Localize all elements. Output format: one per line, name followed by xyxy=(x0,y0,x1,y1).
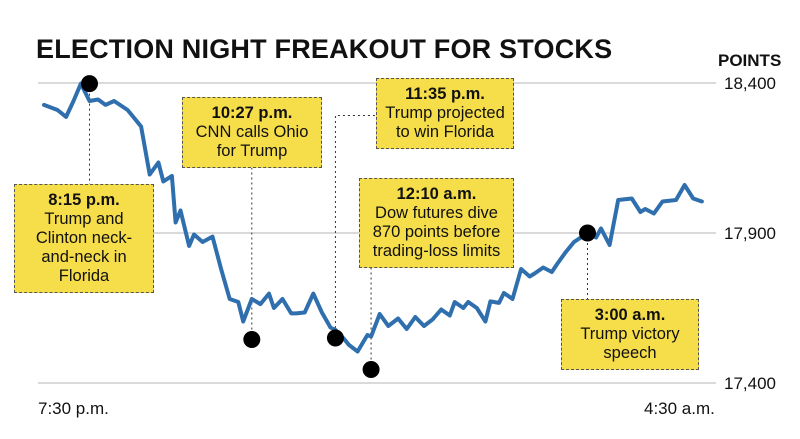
annotation-10-27pm: 10:27 p.m. CNN calls Ohio for Trump xyxy=(182,97,322,168)
annotation-marker-1 xyxy=(243,331,261,348)
chart-title: ELECTION NIGHT FREAKOUT FOR STOCKS xyxy=(36,34,613,64)
x-axis-start-label: 7:30 p.m. xyxy=(38,399,109,418)
y-axis-unit-label: POINTS xyxy=(718,51,781,70)
annotation-3-00am: 3:00 a.m. Trump victory speech xyxy=(561,299,699,370)
annotation-11-35pm: 11:35 p.m. Trump projected to win Florid… xyxy=(376,78,514,149)
annotation-text: Trump projected to win Florida xyxy=(385,104,505,141)
annotation-time: 8:15 p.m. xyxy=(48,191,120,209)
x-axis-end-label: 4:30 a.m. xyxy=(644,399,715,418)
y-tick-label-0: 18,400 xyxy=(724,74,776,93)
annotation-time: 3:00 a.m. xyxy=(594,306,666,324)
y-axis-labels: 18,400 17,900 17,400 xyxy=(724,74,776,393)
annotation-8-15pm: 8:15 p.m. Trump and Clinton neck-and-nec… xyxy=(14,184,154,293)
y-tick-label-2: 17,400 xyxy=(724,374,776,393)
y-tick-label-1: 17,900 xyxy=(724,224,776,243)
annotation-time: 11:35 p.m. xyxy=(405,85,485,103)
annotation-text: Dow futures dive 870 points before tradi… xyxy=(372,204,501,260)
annotation-text: CNN calls Ohio for Trump xyxy=(195,123,309,160)
annotation-marker-4 xyxy=(578,224,596,242)
annotation-12-10am: 12:10 a.m. Dow futures dive 870 points b… xyxy=(359,178,514,268)
annotation-text: Trump victory speech xyxy=(580,325,680,362)
annotation-marker-3 xyxy=(362,361,380,378)
annotation-marker-0 xyxy=(80,75,98,93)
annotation-text: Trump and Clinton neck-and-neck in Flori… xyxy=(35,210,133,285)
annotation-time: 12:10 a.m. xyxy=(396,185,477,203)
annotation-time: 10:27 p.m. xyxy=(211,104,293,122)
annotation-markers xyxy=(80,75,596,378)
annotation-marker-2 xyxy=(326,329,344,347)
